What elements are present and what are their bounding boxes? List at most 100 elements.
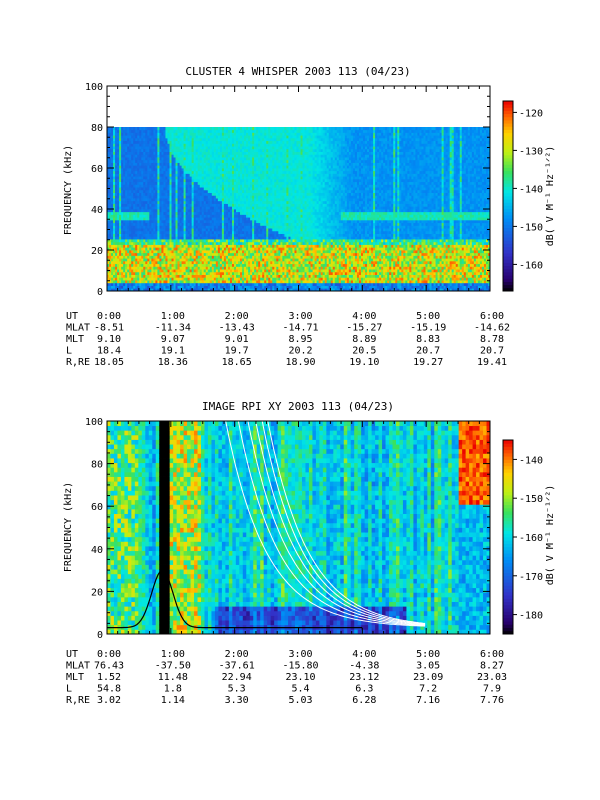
panel1-colorbar-tick-label: -140 <box>519 184 543 195</box>
panel1-axes: 0 20 40 60 80 100 <box>85 82 491 298</box>
ephemeris-value: 18.90 <box>285 357 315 368</box>
ephemeris-value: -14.62 <box>474 323 510 334</box>
panel2-ytick-label: 60 <box>91 502 103 513</box>
panel2-colorbar-tick-label: -160 <box>519 533 543 544</box>
ephemeris-value: 18.65 <box>222 357 252 368</box>
ephemeris-value: 23.03 <box>477 672 507 683</box>
ephemeris-value: 2:00 <box>225 649 249 660</box>
cyclotron-curve <box>107 569 363 629</box>
ephemeris-value: 7.9 <box>483 684 501 695</box>
panel1-ytick-label: 0 <box>97 287 103 298</box>
panel1-ytick-label: 20 <box>91 246 103 257</box>
ephemeris-value: 3.05 <box>416 661 440 672</box>
panel1-heatmap <box>107 127 490 291</box>
ephemeris-value: 3.30 <box>225 695 249 706</box>
panel1-ytick-label: 80 <box>91 123 103 134</box>
ephemeris-value: 1.14 <box>161 695 185 706</box>
panel2-ytick-label: 20 <box>91 587 103 598</box>
panel1-title: CLUSTER 4 WHISPER 2003 113 (04/23) <box>185 65 410 78</box>
ephemeris-value: 1:00 <box>161 649 185 660</box>
ephemeris-value: -37.61 <box>219 661 255 672</box>
ephemeris-value: -14.71 <box>282 323 318 334</box>
cutoff-curve <box>225 421 426 627</box>
cutoff-curve <box>255 421 426 625</box>
ephemeris-value: 8.78 <box>480 334 504 345</box>
ephemeris-value: 23.09 <box>413 672 443 683</box>
ephemeris-value: 9.10 <box>97 334 121 345</box>
ephemeris-value: 7.16 <box>416 695 440 706</box>
panel2-colorbar: -140 -150 -160 -170 -180 <box>502 439 543 635</box>
panel1-colorbar-tick-label: -120 <box>519 108 543 119</box>
panel2-colorbar-tick-label: -170 <box>519 572 543 583</box>
ephemeris-value: 18.4 <box>97 346 121 357</box>
ephemeris-value: 6.28 <box>352 695 376 706</box>
ephemeris-value: 5.4 <box>291 684 309 695</box>
ephemeris-value: 19.1 <box>161 346 185 357</box>
ephemeris-row-label: R,RE <box>66 695 90 706</box>
ephemeris-value: 5:00 <box>416 649 440 660</box>
ephemeris-row-label: UT <box>66 311 78 322</box>
ephemeris-value: 3:00 <box>288 311 312 322</box>
ephemeris-value: 20.7 <box>480 346 504 357</box>
panel1-ytick-label: 100 <box>85 82 103 93</box>
ephemeris-value: 8.89 <box>352 334 376 345</box>
ephemeris-row-label: MLAT <box>66 661 90 672</box>
panel2-ytick-label: 40 <box>91 545 103 556</box>
ephemeris-value: 18.36 <box>158 357 188 368</box>
ephemeris-value: 2:00 <box>225 311 249 322</box>
panel1-colorbar-tick-label: -130 <box>519 146 543 157</box>
ephemeris-value: -13.43 <box>219 323 255 334</box>
ephemeris-value: 3:00 <box>288 649 312 660</box>
panel1-ytick-label: 60 <box>91 164 103 175</box>
cutoff-curve <box>237 421 426 627</box>
ephemeris-value: -15.19 <box>410 323 446 334</box>
panel2-colorbar-tick-label: -150 <box>519 494 543 505</box>
panel2-colorbar-tick-label: -180 <box>519 611 543 622</box>
panel2-ytick-label: 80 <box>91 460 103 471</box>
ephemeris-row-label: UT <box>66 649 78 660</box>
ephemeris-value: 7.76 <box>480 695 504 706</box>
ephemeris-value: 3.02 <box>97 695 121 706</box>
ephemeris-value: 5.3 <box>228 684 246 695</box>
panel1-ytick-label: 40 <box>91 205 103 216</box>
ephemeris-row-label: L <box>66 346 72 357</box>
panel2-ytick-label: 0 <box>97 630 103 641</box>
ephemeris-value: 1:00 <box>161 311 185 322</box>
ephemeris-value: 4:00 <box>352 649 376 660</box>
ephemeris-value: -8.51 <box>94 323 124 334</box>
panel2-ytick-label: 100 <box>85 417 103 428</box>
ephemeris-value: 11.48 <box>158 672 188 683</box>
ephemeris-value: 9.01 <box>225 334 249 345</box>
ephemeris-value: 9.07 <box>161 334 185 345</box>
ephemeris-value: 22.94 <box>222 672 252 683</box>
ephemeris-row-label: MLT <box>66 334 84 345</box>
cutoff-curve <box>267 421 426 624</box>
ephemeris-value: 76.43 <box>94 661 124 672</box>
ephemeris-row-label: MLT <box>66 672 84 683</box>
ephemeris-row-label: R,RE <box>66 357 90 368</box>
ephemeris-value: -15.27 <box>346 323 382 334</box>
ephemeris-value: -11.34 <box>155 323 191 334</box>
panel1-colorbar-tick-label: -150 <box>519 222 543 233</box>
ephemeris-value: 6.3 <box>355 684 373 695</box>
ephemeris-row-label: MLAT <box>66 323 90 334</box>
ephemeris-value: 8.95 <box>288 334 312 345</box>
ephemeris-value: 20.5 <box>352 346 376 357</box>
panel1-colorbar: -120 -130 -140 -150 -160 <box>502 100 543 292</box>
cutoff-curve <box>261 421 426 625</box>
panel2-ylabel: FREQUENCY (kHz) <box>63 482 74 572</box>
ephemeris-value: 23.12 <box>349 672 379 683</box>
panel2-title: IMAGE RPI XY 2003 113 (04/23) <box>202 400 394 413</box>
panel2-axes: 0 20 40 60 80 100 <box>85 417 491 641</box>
ephemeris-value: 19.7 <box>225 346 249 357</box>
ephemeris-value: 19.10 <box>349 357 379 368</box>
panel2-ephemeris: UT 0:00 1:00 2:00 3:00 4:00 5:00 6:00 MLAT 76.43 -… <box>66 649 507 706</box>
ephemeris-value: 23.10 <box>285 672 315 683</box>
ephemeris-value: 8.83 <box>416 334 440 345</box>
ephemeris-value: 5:00 <box>416 311 440 322</box>
ephemeris-value: 19.41 <box>477 357 507 368</box>
ephemeris-value: 7.2 <box>419 684 437 695</box>
ephemeris-value: -4.38 <box>349 661 379 672</box>
ephemeris-value: 8.27 <box>480 661 504 672</box>
